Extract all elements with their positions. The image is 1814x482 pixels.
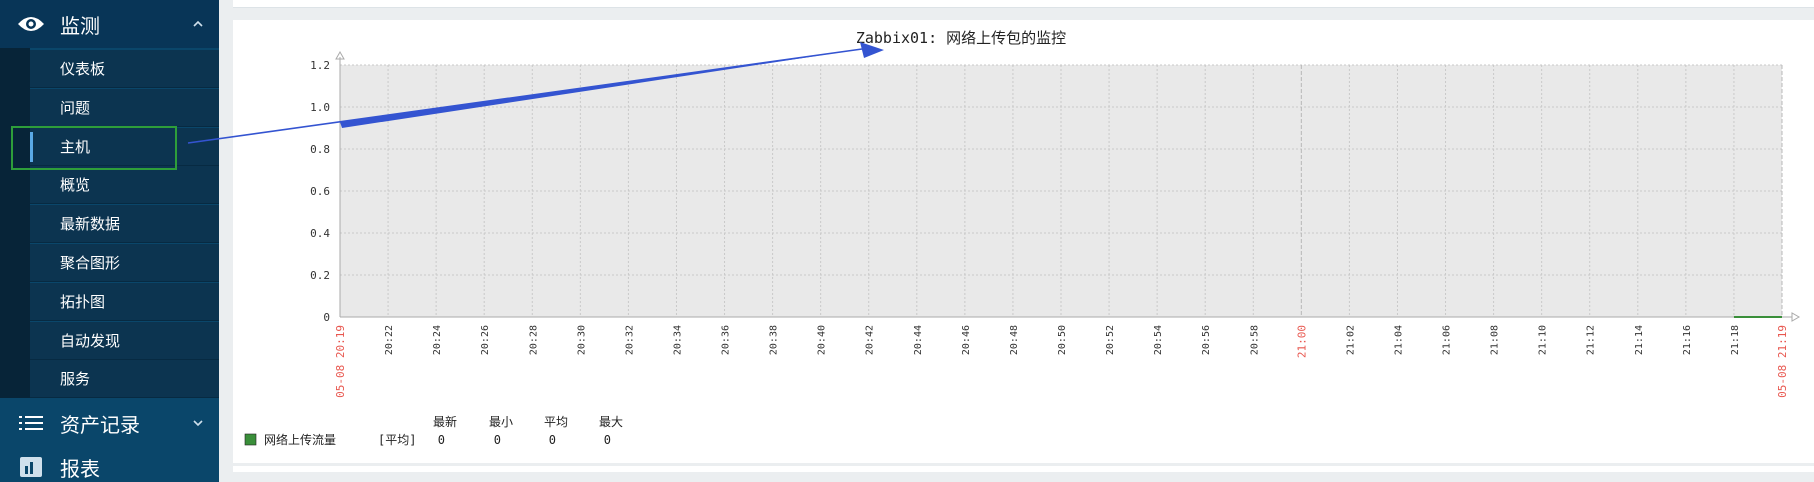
x-tick-label: 20:46 (961, 325, 972, 355)
sidebar-strip (0, 48, 30, 398)
x-tick-label: 20:30 (576, 325, 587, 355)
legend-value: 0 (549, 433, 556, 447)
sidebar-item[interactable]: 自动发现 (30, 321, 219, 360)
x-tick-label: 20:44 (913, 325, 924, 355)
sidebar-item[interactable]: 主机 (30, 127, 219, 166)
sidebar-item[interactable]: 拓扑图 (30, 282, 219, 321)
bar-chart-icon (16, 455, 46, 479)
legend-column-header: 最小 (489, 415, 513, 429)
sidebar-item[interactable]: 概览 (30, 166, 219, 205)
x-tick-label: 20:42 (865, 325, 876, 355)
x-tick-label: 05-08 21:19 (1776, 325, 1789, 398)
sidebar-item[interactable]: 问题 (30, 88, 219, 127)
y-tick-label: 1.2 (310, 59, 330, 72)
y-tick-label: 1.0 (310, 101, 330, 114)
legend-value: 0 (438, 433, 445, 447)
x-tick-label: 20:40 (817, 325, 828, 355)
legend-column-header: 最大 (599, 415, 623, 429)
list-icon (16, 411, 46, 435)
graph-panel: Zabbix01: 网络上传包的监控 0 0.2 0.4 0.6 0.8 1.0 1.2 05-… (233, 20, 1814, 463)
legend-column-header: 平均 (544, 415, 568, 429)
bottom-panel (233, 466, 1814, 472)
x-tick-label: 20:52 (1105, 325, 1116, 355)
x-tick-label: 21:00 (1295, 325, 1308, 358)
x-tick-label: 20:22 (384, 325, 395, 355)
y-tick-label: 0.2 (310, 269, 330, 282)
legend-aggregate: [平均] (378, 433, 416, 447)
highlight-box (11, 126, 177, 170)
chevron-up-icon (193, 17, 203, 32)
x-tick-label: 20:38 (769, 325, 780, 355)
x-tick-label: 20:50 (1057, 325, 1068, 355)
eye-icon (16, 12, 46, 36)
x-tick-label: 21:18 (1730, 325, 1741, 355)
sidebar-section-label: 报表 (60, 456, 100, 481)
legend-series-name: 网络上传流量 (264, 432, 336, 447)
x-tick-label: 20:36 (721, 325, 732, 355)
x-tick-label: 21:06 (1442, 325, 1453, 355)
sidebar-item[interactable]: 最新数据 (30, 205, 219, 244)
sidebar-section-label: 资产记录 (60, 412, 140, 437)
x-axis-arrow (1791, 312, 1801, 322)
y-tick-label: 0.4 (310, 227, 330, 240)
x-tick-label: 20:48 (1009, 325, 1020, 355)
sidebar: 监测 仪表板 问题 主机 概览 最新数据 聚合图形 拓扑图 自动发现 服务 资产记录 报表 (0, 0, 219, 482)
sidebar-section-label: 监测 (60, 13, 100, 38)
x-tick-label: 20:56 (1201, 325, 1212, 355)
graph-svg: Zabbix01: 网络上传包的监控 0 0.2 0.4 0.6 0.8 1.0 1.2 05-… (244, 29, 1801, 447)
x-tick-label: 20:32 (624, 325, 635, 355)
legend-column-header: 最新 (433, 414, 457, 429)
x-tick-label: 20:58 (1249, 325, 1260, 355)
x-tick-label: 20:34 (672, 325, 683, 355)
x-tick-label: 21:12 (1586, 325, 1597, 355)
x-tick-label: 21:16 (1682, 325, 1693, 355)
sidebar-item[interactable]: 聚合图形 (30, 244, 219, 282)
legend-swatch (244, 433, 257, 446)
y-tick-label: 0.8 (310, 143, 330, 156)
x-tick-label: 21:08 (1490, 325, 1501, 355)
sidebar-section-monitor[interactable]: 监测 (0, 0, 219, 48)
sidebar-item[interactable]: 服务 (30, 360, 219, 399)
x-tick-label: 21:10 (1538, 325, 1549, 355)
x-tick-label: 21:02 (1345, 325, 1356, 355)
x-tick-label: 20:54 (1153, 325, 1164, 355)
x-tick-label: 20:26 (480, 325, 491, 355)
chevron-down-icon (193, 416, 203, 431)
x-tick-label: 05-08 20:19 (334, 325, 347, 398)
x-tick-label: 21:14 (1634, 325, 1645, 355)
sidebar-section-assets[interactable]: 资产记录 (0, 398, 219, 448)
y-tick-label: 0.6 (310, 185, 330, 198)
x-tick-label: 20:24 (432, 325, 443, 355)
chart-title: Zabbix01: 网络上传包的监控 (856, 29, 1066, 47)
legend-value: 0 (604, 433, 611, 447)
x-tick-label: 20:28 (528, 325, 539, 355)
y-tick-label: 0 (323, 311, 330, 324)
top-panel (233, 0, 1814, 8)
sidebar-section-reports[interactable]: 报表 (0, 452, 219, 482)
legend-value: 0 (494, 433, 501, 447)
x-tick-label: 21:04 (1393, 325, 1404, 355)
sidebar-item[interactable]: 仪表板 (30, 50, 219, 88)
